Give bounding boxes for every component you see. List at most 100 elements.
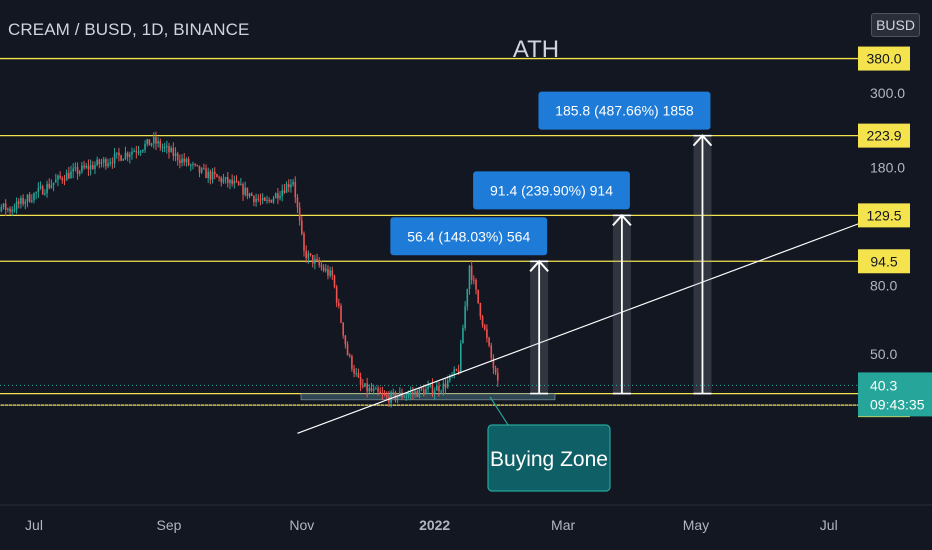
candle-body <box>146 139 149 144</box>
candle-body <box>279 195 281 199</box>
candle-body <box>466 289 469 307</box>
candle-body <box>483 325 486 330</box>
candle-body <box>259 199 262 201</box>
level-price-tag <box>858 203 910 228</box>
trendline-line <box>297 214 882 434</box>
candle-body <box>205 168 207 179</box>
candle-body <box>268 199 270 201</box>
candle-body <box>496 372 499 381</box>
candle-body <box>298 207 301 221</box>
candle-body <box>287 184 290 188</box>
candle-body <box>348 355 351 357</box>
candle-body <box>381 393 384 395</box>
candle-body <box>309 253 312 256</box>
candle-body <box>253 195 255 202</box>
candle-body <box>85 165 88 168</box>
candle-body <box>455 369 458 371</box>
candle-body <box>494 368 497 373</box>
candle-body <box>33 193 35 201</box>
candle-body <box>98 159 101 164</box>
candle-body <box>468 265 471 290</box>
currency-badge[interactable]: BUSD <box>871 13 920 37</box>
candle-body <box>285 184 288 193</box>
candle-body <box>446 380 449 388</box>
candle-body <box>385 395 388 397</box>
candle-body <box>318 260 321 266</box>
candle-body <box>115 152 118 154</box>
price-tick-label: 80.0 <box>870 278 897 294</box>
candle-body <box>416 391 419 397</box>
candle-body <box>281 190 284 196</box>
candle-body <box>407 393 410 396</box>
candle-body <box>15 201 18 210</box>
candle-body <box>464 306 466 328</box>
candle-body <box>277 193 279 199</box>
candle-body <box>316 258 318 261</box>
candle-body <box>72 168 74 172</box>
candle-body <box>396 396 399 400</box>
candle-body <box>314 258 316 264</box>
candle-body <box>168 146 170 153</box>
candle-body <box>422 389 425 395</box>
candle-body <box>270 199 273 203</box>
time-tick-label: Jul <box>820 517 838 533</box>
candle-body <box>418 388 421 397</box>
candle-body <box>427 386 429 389</box>
candle-body <box>250 193 253 196</box>
candle-body <box>48 183 51 188</box>
candle-body <box>150 143 153 146</box>
candle-body <box>157 141 159 144</box>
candle-body <box>41 186 44 195</box>
candle-body <box>303 233 305 251</box>
candle-body <box>155 137 157 144</box>
candle-body <box>429 384 432 387</box>
candle-body <box>96 159 98 166</box>
price-tick-label: 50.0 <box>870 346 897 362</box>
candle-body <box>475 279 477 290</box>
candle-body <box>264 197 266 201</box>
candle-body <box>237 181 240 186</box>
candle-body <box>488 337 490 346</box>
candle-body <box>59 175 61 178</box>
candle-body <box>409 392 412 394</box>
candle-body <box>74 167 77 169</box>
candle-body <box>111 162 114 164</box>
candle-body <box>366 383 368 392</box>
candle-body <box>329 270 331 276</box>
candle-body <box>209 171 212 180</box>
candle-body <box>172 148 175 157</box>
candle-body <box>4 203 7 210</box>
target-callout-box <box>538 91 711 130</box>
candle-body <box>301 220 303 234</box>
price-tick-label: 300.0 <box>870 85 905 101</box>
candle-body <box>9 208 11 212</box>
candle-body <box>311 255 314 264</box>
candle-body <box>176 153 179 161</box>
candle-body <box>139 151 142 153</box>
pair-title: CREAM / BUSD, 1D, BINANCE <box>8 20 250 39</box>
candle-body <box>290 184 292 188</box>
target-callout-label: 185.8 (487.66%) 1858 <box>555 103 694 119</box>
candle-body <box>392 392 395 394</box>
candle-body <box>187 159 190 166</box>
candle-body <box>307 253 310 259</box>
candle-body <box>122 158 125 161</box>
ath-label: ATH <box>513 36 559 63</box>
time-tick-label: Nov <box>289 517 314 533</box>
candle-body <box>129 154 131 157</box>
candle-body <box>440 391 442 393</box>
candle-body <box>31 200 33 202</box>
candle-body <box>364 383 366 387</box>
candle-body <box>479 303 482 317</box>
buying-zone-box <box>487 424 611 492</box>
candle-body <box>46 183 48 194</box>
candle-body <box>355 373 358 375</box>
candle-body <box>54 179 57 183</box>
candle-body <box>257 198 260 200</box>
candle-body <box>240 184 242 186</box>
candle-body <box>161 147 164 149</box>
candle-body <box>261 197 264 201</box>
